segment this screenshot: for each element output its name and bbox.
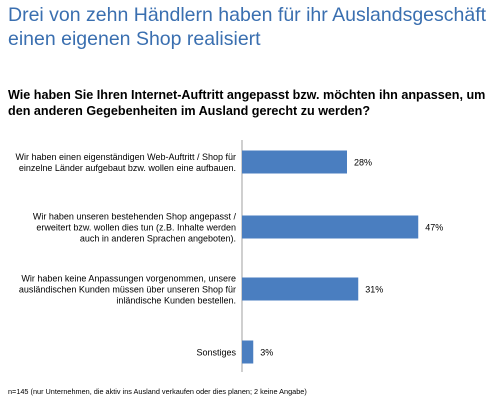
category-label-0: Wir haben einen eigenständigen Web-Auftr… [16,152,236,173]
page-title: Drei von zehn Händlern haben für ihr Aus… [8,4,487,50]
value-label-1: 47% [425,223,443,233]
category-label-3: Sonstiges [196,348,236,358]
value-label-3: 3% [260,348,273,358]
category-label-2: Wir haben keine Anpassungen vorgenommen,… [19,274,236,306]
category-label-line: inländische Kunden bestellen. [116,296,236,306]
category-label-line: auch in anderen Sprachen angeboten). [80,234,236,244]
category-label-line: einzelne Länder aufgebaut bzw. wollen ei… [19,163,236,173]
survey-question: Wie haben Sie Ihren Internet-Auftritt an… [8,88,486,118]
value-label-0: 28% [354,158,372,168]
category-label-line: Wir haben keine Anpassungen vorgenommen,… [21,274,236,284]
category-label-line: Wir haben einen eigenständigen Web-Auftr… [16,152,236,162]
bar-0 [242,150,347,174]
category-label-line: ausländischen Kunden müssen über unseren… [19,285,236,295]
category-label-line: Wir haben unseren bestehenden Shop angep… [33,212,237,222]
category-label-1: Wir haben unseren bestehenden Shop angep… [33,212,237,244]
bar-2 [242,277,359,301]
value-label-2: 31% [365,285,383,295]
bar-3 [242,340,254,364]
footnote: n=145 (nur Unternehmen, die aktiv ins Au… [8,387,307,396]
category-label-line: Sonstiges [196,348,236,358]
category-label-line: erweitert bzw. wollen dies tun (z.B. Inh… [36,223,236,233]
bar-1 [242,215,419,239]
